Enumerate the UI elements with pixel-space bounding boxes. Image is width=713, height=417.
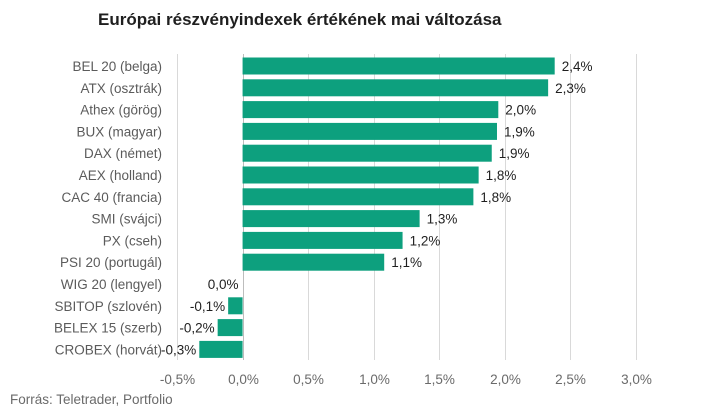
data-label: 2,3% [555,81,586,96]
category-label: DAX (német) [84,146,162,161]
x-tick-label: 2,5% [555,372,586,387]
category-label: AEX (holland) [79,168,162,183]
x-axis-ticks: -0,5% 0,0% 0,5% 1,0% 1,5% 2,0% 2,5% 3,0% [160,372,652,387]
bar [199,340,243,358]
bar [242,166,479,184]
bar [242,79,549,97]
bar [242,231,403,249]
bar [242,144,492,162]
data-label: 1,3% [427,212,458,227]
x-tick-label: 0,0% [228,372,259,387]
value-labels: 2,4% 2,3% 2,0% 1,9% 1,9% 1,8% 1,8% 1,3% 1,2% 1,1%… [161,59,592,357]
x-tick-label: 0,5% [293,372,324,387]
data-label: 1,9% [499,146,530,161]
category-label: ATX (osztrák) [80,81,162,96]
category-labels: BEL 20 (belga) ATX (osztrák) Athex (görög)… [54,59,162,357]
bar [242,122,497,140]
category-label: CROBEX (horvát) [55,342,162,357]
bar [217,319,243,337]
x-tick-label: 3,0% [621,372,652,387]
data-label: 1,9% [504,124,535,139]
category-label: WIG 20 (lengyel) [61,277,162,292]
category-label: PX (cseh) [103,233,162,248]
category-label: BEL 20 (belga) [72,59,162,74]
data-label: 1,8% [480,190,511,205]
data-label: 2,4% [562,59,593,74]
data-label: -0,2% [179,321,214,336]
category-label: BUX (magyar) [76,124,162,139]
x-tick-label: -0,5% [160,372,195,387]
data-label: -0,3% [161,342,196,357]
chart-title: Európai részvényindexek értékének mai vá… [98,10,502,29]
bar [242,253,385,271]
bars [199,57,555,358]
data-label: -0,1% [190,299,225,314]
bar [242,101,499,119]
bar [242,57,555,75]
category-label: BELEX 15 (szerb) [54,321,162,336]
data-label: 0,0% [208,277,239,292]
category-label: Athex (görög) [80,103,162,118]
category-label: SBITOP (szlovén) [54,299,162,314]
bar [242,188,474,206]
data-label: 1,2% [410,233,441,248]
x-tick-label: 1,5% [424,372,455,387]
bar [228,297,243,315]
data-label: 1,1% [391,255,422,270]
x-tick-label: 2,0% [490,372,521,387]
x-tick-label: 1,0% [359,372,390,387]
data-label: 1,8% [486,168,517,183]
category-label: CAC 40 (francia) [61,190,162,205]
data-label: 2,0% [505,103,536,118]
bar [242,210,420,228]
source-note: Forrás: Teletrader, Portfolio [10,392,173,407]
gridlines [177,54,637,360]
category-label: SMI (svájci) [92,212,163,227]
category-label: PSI 20 (portugál) [60,255,162,270]
